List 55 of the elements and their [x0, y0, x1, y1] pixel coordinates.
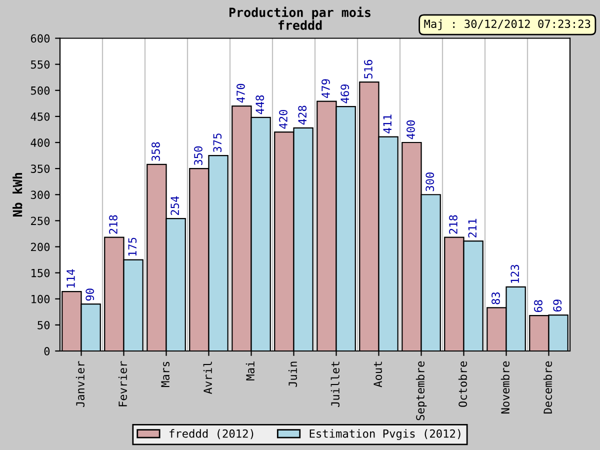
data-label: 300 [426, 172, 434, 192]
chart-subtitle: freddd [278, 20, 322, 30]
x-tick-label: Aout [374, 362, 382, 388]
data-label: 211 [468, 218, 476, 238]
data-label: 375 [213, 134, 222, 152]
data-label: 123 [510, 264, 520, 283]
y-tick-label: 300 [30, 190, 50, 200]
x-tick-label: Novembre [500, 361, 510, 414]
y-tick-label: 350 [30, 164, 50, 173]
x-tick-label: Mai [246, 361, 255, 380]
data-label: 469 [340, 84, 350, 104]
data-label: 254 [170, 196, 180, 215]
y-tick-label: 50 [38, 320, 50, 330]
data-label: 90 [86, 288, 94, 301]
x-tick-label: Avril [203, 362, 212, 394]
x-tick-label: Fevrier [118, 361, 128, 406]
chart-title: Production par mois [229, 6, 370, 20]
data-label: 218 [449, 215, 458, 234]
data-label: 479 [322, 79, 330, 98]
data-label: 448 [256, 95, 264, 114]
data-label: 114 [66, 269, 75, 288]
x-tick-label: Octobre [458, 361, 468, 407]
data-label: 218 [109, 215, 118, 234]
data-label: 428 [298, 106, 307, 125]
data-label: 358 [152, 142, 160, 161]
data-label: 411 [383, 114, 392, 134]
x-tick-label: Mars [161, 362, 170, 388]
data-label: 516 [364, 60, 372, 78]
x-tick-label: Juillet [330, 362, 340, 407]
data-label: 68 [534, 300, 542, 312]
x-tick-label: Decembre [543, 361, 552, 414]
data-label: 175 [128, 238, 137, 256]
y-tick-label: 150 [32, 268, 50, 278]
y-tick-label: 0 [44, 347, 50, 356]
y-tick-label: 450 [30, 112, 50, 121]
y-tick-label: 100 [32, 294, 50, 304]
x-tick-label: Juin [288, 362, 298, 387]
data-label: 83 [492, 292, 500, 304]
data-label: 69 [553, 300, 562, 312]
y-tick-label: 500 [30, 86, 50, 95]
y-tick-label: 250 [31, 216, 50, 226]
data-label: 470 [236, 84, 245, 103]
legend-label: freddd (2012) [170, 429, 254, 440]
data-label: 350 [194, 146, 202, 166]
data-label: 420 [279, 110, 288, 129]
data-label: 400 [406, 120, 415, 140]
legend-label: Estimation Pvgis (2012) [310, 429, 460, 440]
y-tick-label: 200 [31, 242, 50, 252]
y-axis-title: Nb kWh [12, 173, 22, 216]
x-tick-label: Septembre [416, 361, 427, 420]
text: Maj : 30/12/2012 07:23:23 [424, 19, 590, 30]
y-tick-label: 600 [30, 34, 50, 43]
y-tick-label: 400 [30, 138, 50, 147]
x-tick-label: Janvier [76, 361, 85, 407]
y-tick-label: 550 [30, 60, 50, 69]
